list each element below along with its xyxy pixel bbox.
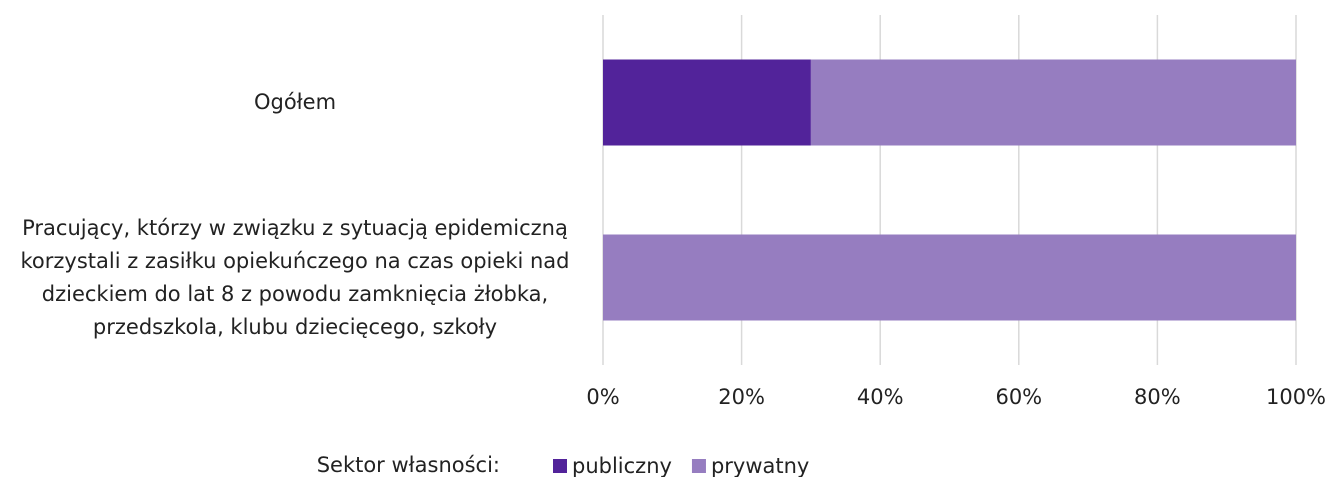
bar-segment bbox=[603, 234, 1296, 321]
legend-swatch bbox=[691, 459, 706, 473]
x-tick-label: 20% bbox=[718, 385, 765, 409]
legend-title: Sektor własności: bbox=[317, 453, 500, 477]
x-tick-label: 40% bbox=[857, 385, 904, 409]
legend-label: publiczny bbox=[572, 454, 672, 477]
x-tick-label: 80% bbox=[1134, 385, 1181, 409]
y-tick-label: Ogółem bbox=[253, 90, 337, 114]
bar-segment bbox=[810, 59, 1296, 146]
x-tick-label: 100% bbox=[1266, 385, 1326, 409]
bar-segment bbox=[603, 59, 811, 146]
y-tick-label: Pracujący, którzy w związku z sytuacją e… bbox=[20, 215, 570, 339]
legend-swatch bbox=[553, 459, 567, 473]
legend-label: prywatny bbox=[711, 454, 809, 477]
x-tick-label: 60% bbox=[995, 385, 1042, 409]
x-tick-label: 0% bbox=[586, 385, 619, 409]
